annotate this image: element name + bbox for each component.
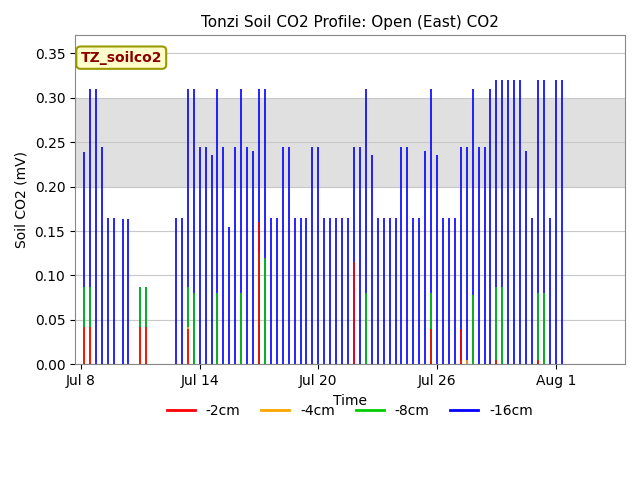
Legend: -2cm, -4cm, -8cm, -16cm: -2cm, -4cm, -8cm, -16cm [161, 398, 539, 423]
Y-axis label: Soil CO2 (mV): Soil CO2 (mV) [15, 151, 29, 248]
X-axis label: Time: Time [333, 394, 367, 408]
Text: TZ_soilco2: TZ_soilco2 [81, 51, 162, 65]
Bar [75, 97, 625, 187]
Title: Tonzi Soil CO2 Profile: Open (East) CO2: Tonzi Soil CO2 Profile: Open (East) CO2 [201, 15, 499, 30]
